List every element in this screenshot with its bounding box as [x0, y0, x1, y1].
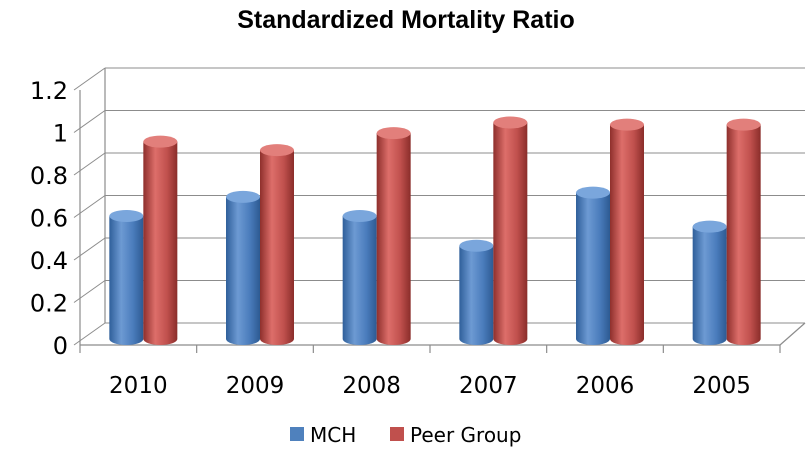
- y-tick-label: 0.6: [30, 205, 68, 233]
- legend-swatch-peer-group: [390, 427, 404, 441]
- bar-mch-2009: [226, 190, 260, 345]
- floor-right-edge: [779, 322, 806, 346]
- x-tick-label: 2006: [576, 373, 635, 399]
- bar-body: [260, 150, 294, 345]
- bar-top: [342, 210, 377, 222]
- y-tick-label: 0: [53, 332, 68, 360]
- bar-top: [610, 118, 644, 131]
- bar-body: [109, 216, 144, 345]
- gridline-diagonal: [73, 110, 106, 133]
- y-tick-label: 1: [53, 120, 68, 148]
- gridlines: [73, 67, 805, 346]
- bar-top: [576, 186, 610, 199]
- legend: MCH Peer Group: [290, 423, 521, 447]
- x-tick-label: 2009: [226, 373, 285, 399]
- x-tick-label: 2007: [459, 373, 518, 399]
- bar-body: [376, 133, 411, 345]
- bar-top: [376, 127, 411, 140]
- bar-mch-2007: [459, 239, 494, 345]
- bar-peer-group-2008: [376, 127, 411, 345]
- gridline-diagonal: [73, 237, 106, 261]
- gridline-diagonal: [73, 322, 106, 346]
- gridline-diagonal: [73, 280, 106, 303]
- bar-body: [226, 196, 260, 345]
- bar-body: [459, 245, 494, 345]
- bar-peer-group-2005: [726, 118, 761, 345]
- bar-mch-2005: [692, 220, 727, 345]
- bar-body: [143, 141, 178, 345]
- bar-body: [610, 124, 644, 345]
- y-tick-label: 1.2: [30, 77, 68, 105]
- bar-top: [109, 210, 144, 222]
- bar-top: [692, 220, 727, 233]
- bar-top: [226, 190, 260, 203]
- bar-peer-group-2010: [143, 135, 178, 345]
- y-tick-label: 0.4: [30, 247, 68, 275]
- bar-top: [143, 135, 178, 148]
- bar-top: [493, 116, 528, 129]
- bar-body: [576, 192, 610, 345]
- bar-top: [459, 239, 494, 252]
- legend-label-peer-group: Peer Group: [410, 423, 521, 447]
- y-tick-label: 0.8: [30, 162, 68, 190]
- gridline-diagonal: [73, 195, 106, 218]
- bar-body: [342, 216, 377, 345]
- chart-title: Standardized Mortality Ratio: [237, 6, 575, 34]
- x-tick-label: 2010: [109, 373, 168, 399]
- bar-top: [726, 118, 761, 131]
- x-tick-label: 2005: [692, 373, 751, 399]
- bar-peer-group-2006: [610, 118, 644, 345]
- bar-body: [726, 124, 761, 345]
- bar-mch-2008: [342, 210, 377, 345]
- bar-peer-group-2007: [493, 116, 528, 345]
- y-tick-label: 0.2: [30, 290, 68, 318]
- bar-mch-2010: [109, 210, 144, 345]
- bar-body: [692, 226, 727, 345]
- x-tick-label: 2008: [342, 373, 401, 399]
- bar-body: [493, 122, 528, 345]
- bar-mch-2006: [576, 186, 610, 345]
- x-tick-labels: 2010 2009 2008 2007 2006 2005: [109, 373, 751, 399]
- gridline-diagonal: [73, 67, 106, 91]
- bars: [109, 116, 761, 345]
- y-tick-labels: 0 0.2 0.4 0.6 0.8 1 1.2: [30, 77, 68, 360]
- legend-swatch-mch: [290, 427, 304, 441]
- axes: [79, 68, 806, 353]
- gridline-diagonal: [73, 152, 106, 176]
- legend-label-mch: MCH: [310, 423, 356, 447]
- bar-top: [260, 144, 294, 157]
- bar-peer-group-2009: [260, 144, 294, 345]
